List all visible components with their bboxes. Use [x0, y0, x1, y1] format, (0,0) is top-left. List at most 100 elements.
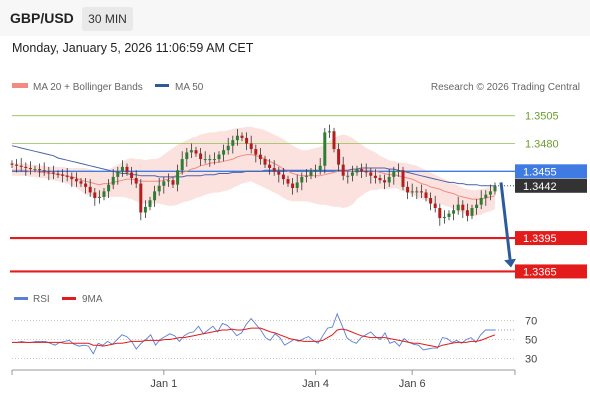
candle-body [447, 213, 451, 217]
x-tick-label: Jan 6 [399, 378, 426, 390]
candle-body [323, 132, 327, 166]
candle-body [424, 192, 428, 199]
candle [456, 196, 460, 215]
candle-body [194, 150, 198, 154]
x-tick-label: Jan 1 [150, 378, 177, 390]
candle [392, 166, 396, 185]
candle [318, 157, 322, 175]
candle [396, 163, 400, 177]
candle-body [51, 172, 55, 174]
candle-body [38, 169, 42, 171]
candle-body [355, 169, 359, 173]
candle-body [341, 164, 345, 176]
candle [134, 170, 138, 188]
candle-body [10, 163, 14, 165]
candle [346, 171, 350, 184]
candle [70, 172, 74, 187]
candle-body [387, 176, 391, 183]
candle [157, 177, 161, 196]
candle [28, 161, 32, 175]
legend-swatch-ma50 [155, 84, 169, 87]
candle [180, 151, 184, 175]
candle [304, 169, 308, 183]
candle [406, 181, 410, 200]
candle-body [111, 176, 115, 185]
candle [350, 165, 354, 182]
candle-body [254, 149, 258, 155]
candle-body [162, 181, 166, 186]
candle-body [47, 171, 51, 173]
candle-body [479, 198, 483, 205]
rsi-tick-label: 50 [525, 335, 537, 347]
candle-body [470, 208, 474, 216]
candle-body [93, 192, 97, 199]
candle-body [360, 169, 364, 172]
candle-body [235, 135, 239, 141]
candle [461, 200, 465, 219]
rsi-tick-labels: 70 50 30 [525, 316, 537, 366]
candles [10, 124, 497, 226]
candle [442, 210, 446, 224]
candle-body [291, 183, 295, 188]
support-resistance-lines [10, 115, 515, 273]
candle-body [350, 172, 354, 176]
candle-body [383, 180, 387, 183]
candle [107, 179, 111, 199]
candle [139, 179, 143, 221]
candle [93, 188, 97, 206]
candle [111, 169, 115, 190]
candle-body [456, 204, 460, 211]
rsi-legend: RSI 9MA [14, 294, 103, 305]
candle-body [465, 210, 469, 216]
candle-body [415, 191, 419, 193]
candle [258, 147, 262, 165]
candle-body [102, 191, 106, 197]
candle [401, 166, 405, 191]
candle-body [19, 165, 23, 167]
candle [102, 188, 106, 201]
level-1-3365-label: 1.3365 [523, 266, 557, 278]
candle [488, 184, 492, 201]
candle [231, 135, 235, 154]
candle-body [217, 154, 221, 160]
candle-body [272, 167, 276, 172]
candle [479, 190, 483, 210]
level-1-3505-label: 1.3505 [525, 111, 559, 123]
candle [493, 182, 497, 195]
candle [116, 166, 120, 185]
legend-label-bollinger: MA 20 + Bollinger Bands [33, 82, 143, 93]
candle-body [15, 164, 19, 166]
candle-body [318, 165, 322, 171]
timeframe-button[interactable]: 30 MIN [82, 7, 133, 31]
candle [438, 203, 442, 226]
candle-body [125, 166, 129, 173]
candle-body [277, 171, 281, 175]
candle-body [28, 167, 32, 170]
candle-body [97, 196, 101, 199]
candle-body [419, 191, 423, 193]
candle [171, 176, 175, 188]
candle-body [70, 176, 74, 180]
candle [281, 167, 285, 185]
candle-body [107, 184, 111, 192]
candle-body [475, 204, 479, 209]
price-plot: 1.3505 1.3480 1.3455 1.3442 1.3395 1.3365 [10, 111, 587, 279]
candle [235, 129, 239, 146]
candle [194, 146, 198, 157]
candle-body [33, 169, 37, 171]
candle [245, 132, 249, 151]
forecast-arrow-shaft [499, 182, 512, 260]
legend-label-ma50: MA 50 [175, 82, 204, 93]
candle [240, 132, 244, 142]
candle [387, 169, 391, 187]
candle-body [139, 183, 143, 213]
candle-body [189, 150, 193, 153]
candle-body [488, 191, 492, 195]
candle-body [116, 171, 120, 177]
timestamp: Monday, January 5, 2026 11:06:59 AM CET [12, 41, 254, 55]
candle [162, 176, 166, 194]
candle [84, 177, 88, 194]
candle-body [171, 180, 175, 185]
candle [51, 165, 55, 180]
candle [341, 156, 345, 181]
